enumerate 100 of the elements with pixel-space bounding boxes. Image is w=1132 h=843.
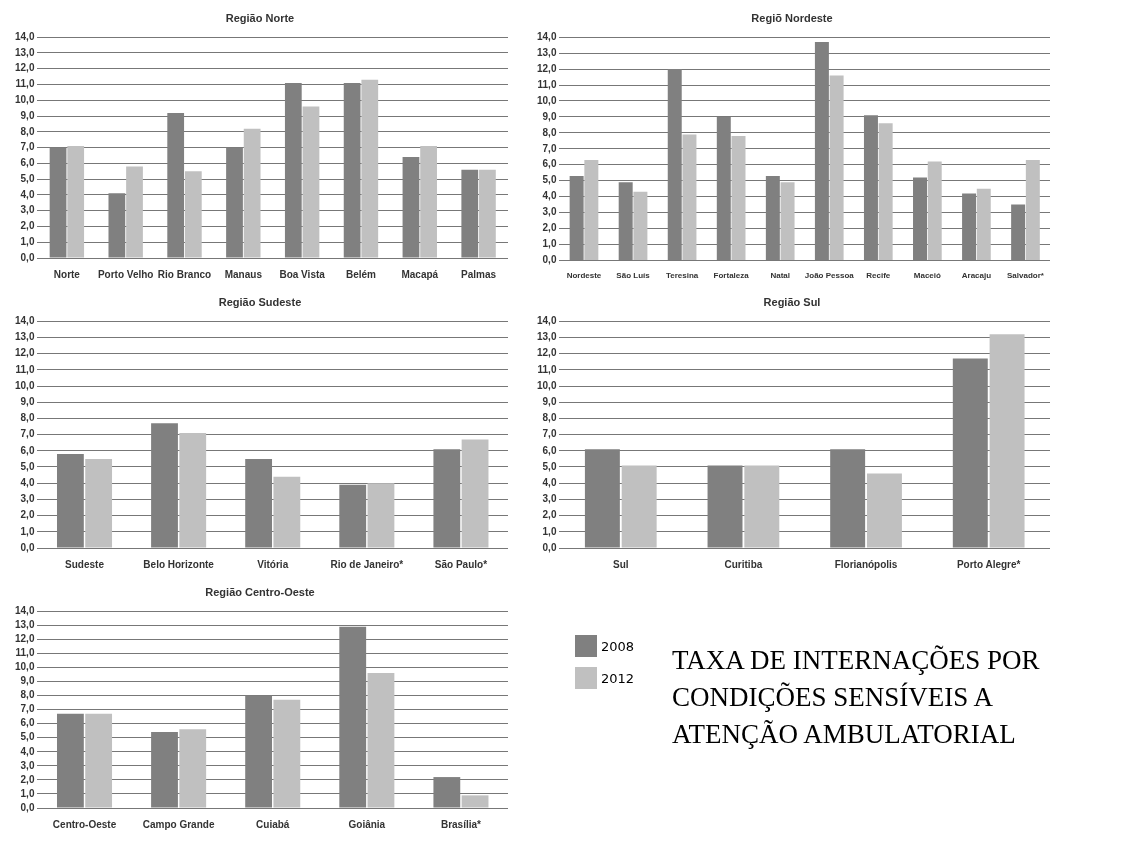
y-tick-label: 11,0: [15, 647, 35, 659]
bar: [126, 166, 143, 258]
y-tick-label: 1,0: [542, 238, 557, 250]
x-tick-label: Palmas: [461, 268, 497, 280]
bar: [682, 134, 697, 260]
y-tick-label: 12,0: [14, 633, 35, 645]
y-tick-label: 14,0: [14, 314, 35, 326]
y-tick-label: 9,0: [542, 395, 557, 407]
x-tick-label: Boa Vista: [279, 268, 326, 280]
y-tick-label: 7,0: [20, 428, 35, 440]
y-tick-label: 7,0: [542, 142, 557, 154]
y-tick-label: 6,0: [542, 158, 557, 170]
x-tick-label: Natal: [770, 271, 790, 281]
y-tick-label: 8,0: [20, 412, 35, 424]
bar: [976, 188, 991, 260]
bar: [584, 159, 599, 260]
y-tick-label: 1,0: [20, 787, 35, 799]
y-tick-label: 2,0: [542, 222, 557, 234]
y-tick-label: 2,0: [20, 509, 35, 521]
y-tick-label: 11,0: [15, 78, 35, 90]
x-tick-label: Belém: [345, 268, 377, 280]
x-tick-label: Aracaju: [961, 271, 992, 281]
x-tick-label: João Pessoa: [804, 271, 855, 281]
y-tick-label: 4,0: [20, 476, 35, 488]
x-tick-label: Curitiba: [724, 558, 763, 570]
x-tick-label: Belo Horizonte: [143, 558, 215, 570]
y-tick-label: 12,0: [536, 347, 557, 359]
y-tick-label: 5,0: [20, 172, 35, 184]
x-tick-label: Manaus: [224, 268, 263, 280]
bar: [420, 146, 437, 258]
x-tick-label: Sudeste: [65, 558, 105, 570]
y-tick-label: 2,0: [542, 509, 557, 521]
y-tick-label: 14,0: [536, 314, 557, 326]
y-tick-label: 13,0: [14, 331, 35, 343]
x-tick-label: Salvador*: [1007, 271, 1045, 281]
y-tick-label: 9,0: [20, 109, 35, 121]
y-tick-label: 10,0: [14, 379, 35, 391]
y-tick-label: 0,0: [542, 254, 557, 266]
y-tick-label: 5,0: [20, 460, 35, 472]
chart-title: Região Centro-Oeste: [205, 585, 315, 598]
y-tick-label: 7,0: [542, 428, 557, 440]
x-tick-label: Nordeste: [566, 271, 602, 281]
x-tick-label: Teresina: [665, 271, 699, 281]
bar: [829, 75, 844, 260]
y-tick-label: 13,0: [14, 619, 35, 631]
x-tick-label: Macapá: [401, 268, 439, 280]
y-tick-label: 8,0: [542, 126, 557, 138]
y-tick-label: 12,0: [14, 62, 35, 74]
bar: [633, 191, 648, 260]
y-tick-label: 13,0: [14, 46, 35, 58]
y-tick-label: 8,0: [20, 125, 35, 137]
x-tick-label: Campo Grande: [142, 818, 215, 830]
y-tick-label: 9,0: [20, 675, 35, 687]
bar: [85, 458, 113, 548]
y-tick-label: 8,0: [20, 689, 35, 701]
x-tick-label: São Paulo*: [434, 558, 488, 570]
x-tick-label: Maceió: [913, 271, 942, 281]
bar: [989, 334, 1025, 548]
y-tick-label: 0,0: [542, 541, 557, 553]
y-tick-label: 14,0: [536, 30, 557, 42]
bar: [866, 473, 902, 548]
y-tick-label: 1,0: [542, 525, 557, 537]
y-tick-label: 12,0: [536, 62, 557, 74]
bar: [461, 795, 489, 808]
chart-title: Região Norte: [225, 11, 295, 24]
y-tick-label: 13,0: [536, 331, 557, 343]
x-tick-label: São Luís: [616, 271, 651, 281]
y-tick-label: 11,0: [537, 78, 557, 90]
x-tick-label: Porto Velho: [97, 268, 154, 280]
y-tick-label: 4,0: [20, 188, 35, 200]
bar: [1025, 159, 1040, 260]
bar: [367, 483, 395, 548]
y-tick-label: 11,0: [15, 363, 35, 375]
y-tick-label: 4,0: [542, 190, 557, 202]
y-tick-label: 6,0: [20, 157, 35, 169]
bar: [273, 476, 301, 548]
y-tick-label: 14,0: [14, 30, 35, 42]
y-tick-label: 2,0: [20, 773, 35, 785]
y-tick-label: 10,0: [536, 94, 557, 106]
x-tick-label: Fortaleza: [713, 271, 750, 281]
y-tick-label: 10,0: [536, 379, 557, 391]
y-tick-label: 10,0: [14, 94, 35, 106]
y-tick-label: 6,0: [20, 717, 35, 729]
bar: [744, 465, 780, 548]
x-tick-label: Norte: [53, 268, 81, 280]
y-tick-label: 12,0: [14, 347, 35, 359]
y-tick-label: 5,0: [20, 731, 35, 743]
x-tick-label: Florianópolis: [834, 558, 898, 570]
bar: [927, 161, 942, 260]
x-tick-label: Porto Alegre*: [956, 558, 1021, 570]
y-tick-label: 6,0: [542, 444, 557, 456]
bar: [461, 439, 489, 548]
chart-title: Região Sudeste: [218, 295, 302, 308]
y-tick-label: 0,0: [20, 541, 35, 553]
y-tick-label: 0,0: [20, 251, 35, 263]
y-tick-label: 11,0: [537, 363, 557, 375]
bar: [85, 713, 113, 808]
y-tick-label: 1,0: [20, 525, 35, 537]
bar: [780, 182, 795, 260]
bar: [302, 106, 320, 258]
